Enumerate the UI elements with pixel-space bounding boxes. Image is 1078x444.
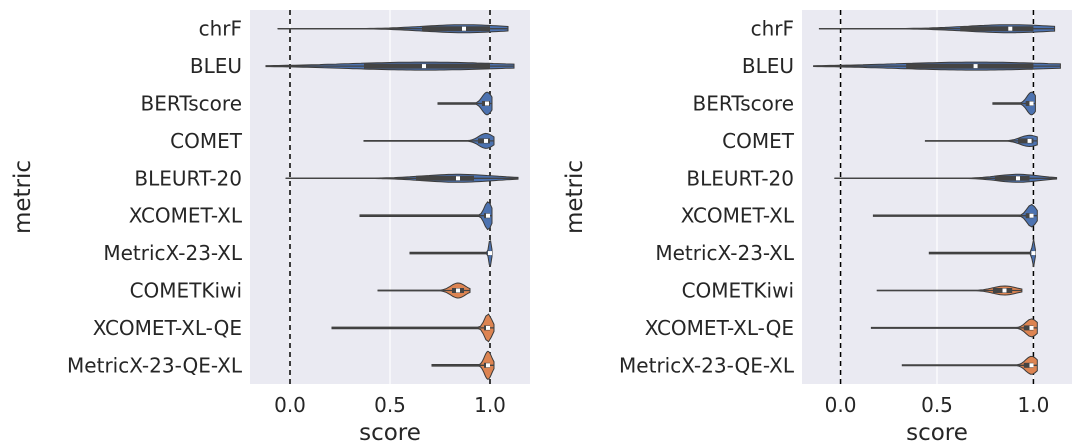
violin-COMETKiwi — [876, 285, 1023, 296]
violin-XCOMET-XL-QE — [870, 318, 1038, 338]
x-tick-label: 0.5 — [374, 393, 406, 417]
category-label: COMETKiwi — [682, 279, 794, 303]
x-axis-label: score — [359, 420, 421, 444]
category-label: MetricX-23-XL — [655, 241, 794, 265]
violin-chrF — [818, 24, 1056, 34]
violin-XCOMET-XL — [359, 201, 493, 231]
violin-median — [1029, 101, 1034, 106]
violin-COMET — [924, 134, 1038, 148]
violin-MetricX-23-QE-XL — [901, 355, 1038, 375]
violin-XCOMET-XL-QE — [331, 313, 495, 343]
violin-median — [456, 288, 460, 293]
violin-median — [1029, 325, 1034, 330]
violin-median — [1016, 176, 1020, 181]
violin-median — [1027, 138, 1032, 143]
violin-median — [422, 64, 426, 69]
violin-COMET — [363, 132, 495, 149]
category-label: MetricX-23-QE-XL — [619, 353, 795, 377]
x-tick-label: 0.5 — [921, 393, 953, 417]
x-tick-label: 1.0 — [474, 393, 506, 417]
violin-median — [486, 213, 490, 218]
violin-median — [485, 101, 489, 106]
category-label: BLEU — [742, 54, 794, 78]
violin-BLEU — [813, 61, 1061, 71]
left-violin-panel: chrF BLEU BERTscore COMET BLEURT-20 XCOMET-XL… — [10, 10, 530, 444]
category-label: BERTscore — [141, 92, 242, 116]
category-label: chrF — [199, 17, 242, 41]
violin-median — [462, 26, 466, 31]
violin-median — [486, 325, 490, 330]
category-label: BLEURT-20 — [134, 166, 242, 190]
category-label: XCOMET-XL-QE — [645, 316, 794, 340]
violin-median — [1008, 26, 1013, 31]
category-label: XCOMET-XL — [129, 204, 243, 228]
violin-median — [484, 138, 488, 143]
category-label: MetricX-23-XL — [103, 241, 242, 265]
violin-chrF — [277, 24, 509, 34]
violin-BERTscore — [992, 91, 1036, 116]
category-label: BLEU — [190, 54, 242, 78]
violin-MetricX-23-QE-XL — [431, 350, 495, 380]
violin-MetricX-23-XL — [928, 239, 1036, 268]
category-label: XCOMET-XL — [681, 204, 795, 228]
category-label: BLEURT-20 — [686, 166, 794, 190]
category-label: XCOMET-XL-QE — [93, 316, 242, 340]
violin-BLEU — [265, 61, 515, 71]
x-tick-label: 0.0 — [274, 393, 306, 417]
y-axis-label: metric — [10, 160, 36, 234]
category-label: COMET — [170, 129, 243, 153]
violin-COMETKiwi — [377, 282, 471, 299]
right-violin-panel: chrF BLEU BERTscore COMET BLEURT-20 XCOMET-XL… — [562, 10, 1072, 444]
x-axis-label: score — [906, 420, 968, 444]
category-label: COMETKiwi — [130, 279, 242, 303]
violin-median — [973, 64, 978, 69]
violin-median — [486, 363, 490, 368]
violin-XCOMET-XL — [872, 203, 1038, 228]
violin-BLEURT-20 — [285, 173, 519, 183]
violin-median — [1031, 251, 1036, 256]
x-tick-label: 0.0 — [825, 393, 857, 417]
violin-median — [1029, 363, 1034, 368]
y-axis-label: metric — [562, 160, 588, 234]
category-label: COMET — [722, 129, 795, 153]
violin-median — [1002, 288, 1007, 293]
violin-median — [456, 176, 460, 181]
violin-median — [488, 251, 492, 256]
x-tick-label: 1.0 — [1018, 393, 1050, 417]
violin-BERTscore — [437, 91, 493, 116]
violin-MetricX-23-XL — [409, 240, 493, 267]
category-label: chrF — [751, 17, 794, 41]
violin-BLEURT-20 — [834, 173, 1058, 183]
category-label: BERTscore — [693, 92, 794, 116]
violin-median — [1029, 213, 1034, 218]
category-label: MetricX-23-QE-XL — [67, 353, 243, 377]
